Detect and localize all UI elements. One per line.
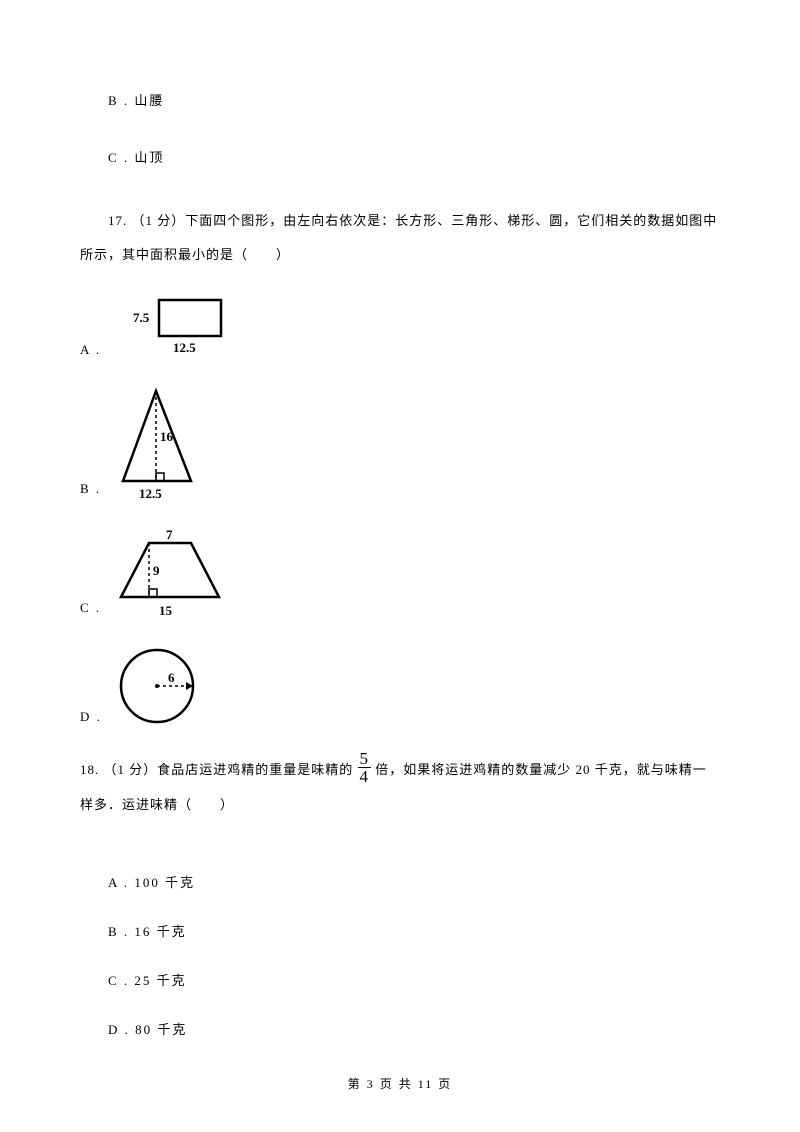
q18-option-c[interactable]: C . 25 千克: [80, 970, 720, 989]
svg-text:16: 16: [160, 429, 174, 444]
fraction-5-4: 54: [358, 750, 372, 785]
q17-option-c[interactable]: C . 7 9 15: [80, 525, 720, 620]
q17-text: 17. （1 分）下面四个图形，由左向右依次是：长方形、三角形、梯形、圆，它们相…: [80, 204, 720, 272]
page-footer: 第 3 页 共 11 页: [0, 1075, 800, 1092]
question-18: 18. （1 分）食品店运进鸡精的重量是味精的 54 倍，如果将运进鸡精的数量减…: [80, 753, 720, 822]
option-label: C .: [80, 600, 101, 616]
svg-text:12.5: 12.5: [173, 340, 196, 355]
option-label: B .: [80, 481, 101, 497]
circle-shape: 6: [112, 644, 212, 729]
option-label: D .: [80, 709, 102, 725]
q17-option-a[interactable]: A . 7.5 12.5: [80, 292, 720, 362]
option-c[interactable]: C . 山顶: [80, 147, 720, 166]
triangle-shape: 16 12.5: [111, 386, 221, 501]
svg-text:15: 15: [159, 603, 173, 618]
trapezoid-shape: 7 9 15: [111, 525, 241, 620]
q17-option-b[interactable]: B . 16 12.5: [80, 386, 720, 501]
svg-text:12.5: 12.5: [139, 486, 162, 501]
q18-option-a[interactable]: A . 100 千克: [80, 872, 720, 891]
question-17: 17. （1 分）下面四个图形，由左向右依次是：长方形、三角形、梯形、圆，它们相…: [80, 204, 720, 272]
svg-text:6: 6: [168, 670, 175, 685]
svg-text:7.5: 7.5: [133, 310, 150, 325]
q17-option-d[interactable]: D . 6: [80, 644, 720, 729]
q18-pre: 18. （1 分）食品店运进鸡精的重量是味精的: [80, 762, 358, 777]
q18-option-b[interactable]: B . 16 千克: [80, 921, 720, 940]
option-label: A .: [80, 342, 101, 358]
svg-text:9: 9: [153, 563, 160, 578]
rectangle-shape: 7.5 12.5: [111, 292, 231, 362]
svg-text:7: 7: [166, 527, 173, 542]
q18-option-d[interactable]: D . 80 千克: [80, 1019, 720, 1038]
option-b[interactable]: B . 山腰: [80, 90, 720, 109]
